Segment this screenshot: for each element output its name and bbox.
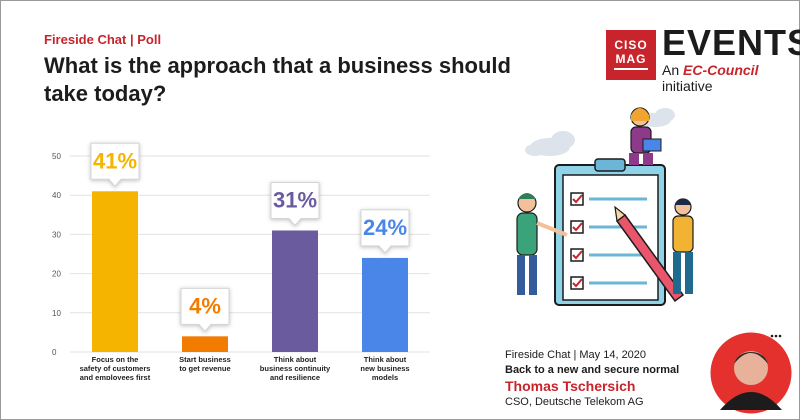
y-tick-label: 40 bbox=[52, 191, 61, 200]
clipboard-clip bbox=[594, 158, 626, 172]
x-category-label: Focus on the bbox=[92, 355, 139, 364]
x-category-label: Start business bbox=[179, 355, 231, 364]
x-category-label: and employees first bbox=[80, 373, 151, 380]
x-category-label: new business bbox=[360, 364, 409, 373]
data-label-bubble bbox=[180, 287, 230, 333]
checklist-rows bbox=[570, 192, 647, 290]
dots-icon bbox=[770, 334, 782, 338]
events-sub-prefix: An bbox=[662, 62, 680, 78]
bar bbox=[92, 191, 138, 352]
x-category-label: to get revenue bbox=[179, 364, 230, 373]
logo-line-1: CISO bbox=[614, 38, 648, 52]
poll-kicker: Fireside Chat | Poll bbox=[44, 32, 162, 47]
data-label-bubble bbox=[90, 142, 140, 188]
y-tick-label: 20 bbox=[52, 270, 61, 279]
data-label: 4% bbox=[189, 293, 221, 318]
data-label: 41% bbox=[93, 148, 137, 173]
data-label: 31% bbox=[273, 187, 317, 212]
events-subtitle: An EC-Council initiative bbox=[662, 62, 800, 94]
x-category-label: and resilience bbox=[270, 373, 320, 380]
speaker-name: Thomas Tschersich bbox=[505, 378, 636, 394]
logo-line-2: MAG bbox=[615, 52, 647, 66]
y-tick-label: 10 bbox=[52, 309, 61, 318]
speaker-avatar bbox=[707, 329, 795, 417]
y-tick-label: 30 bbox=[52, 230, 61, 239]
event-topic: Back to a new and secure normal bbox=[505, 364, 680, 376]
event-subtitle: Fireside Chat | May 14, 2020 bbox=[505, 349, 647, 361]
speaker-role: CSO, Deutsche Telekom AG bbox=[505, 396, 644, 408]
data-label: 24% bbox=[363, 215, 407, 240]
ciso-mag-logo: CISO MAG bbox=[606, 30, 656, 80]
x-category-label: business continuity bbox=[260, 364, 331, 373]
bar bbox=[272, 230, 318, 352]
poll-question: What is the approach that a business sho… bbox=[44, 53, 511, 106]
data-label-bubble bbox=[360, 209, 410, 254]
events-sub-brand: EC-Council bbox=[683, 62, 759, 78]
event-info: Fireside Chat | May 14, 2020 Back to a n… bbox=[505, 348, 679, 409]
events-heading: EVENTS bbox=[662, 22, 800, 63]
person-top bbox=[629, 107, 662, 165]
y-tick-label: 0 bbox=[52, 348, 57, 357]
bar bbox=[182, 336, 228, 352]
pencil bbox=[614, 205, 685, 303]
logo-rule bbox=[614, 68, 648, 70]
events-sub-suffix: initiative bbox=[662, 78, 713, 94]
person-right bbox=[672, 198, 694, 294]
cloud-left bbox=[525, 131, 575, 156]
x-category-label: Think about bbox=[364, 355, 407, 364]
x-category-label: safety of customers bbox=[80, 364, 151, 373]
y-tick-label: 50 bbox=[52, 152, 61, 161]
data-label-bubble bbox=[270, 181, 320, 227]
checklist-illustration bbox=[516, 107, 694, 306]
person-left bbox=[516, 193, 568, 295]
bar bbox=[362, 257, 408, 352]
x-category-label: Think about bbox=[274, 355, 317, 364]
x-category-label: models bbox=[372, 373, 398, 380]
